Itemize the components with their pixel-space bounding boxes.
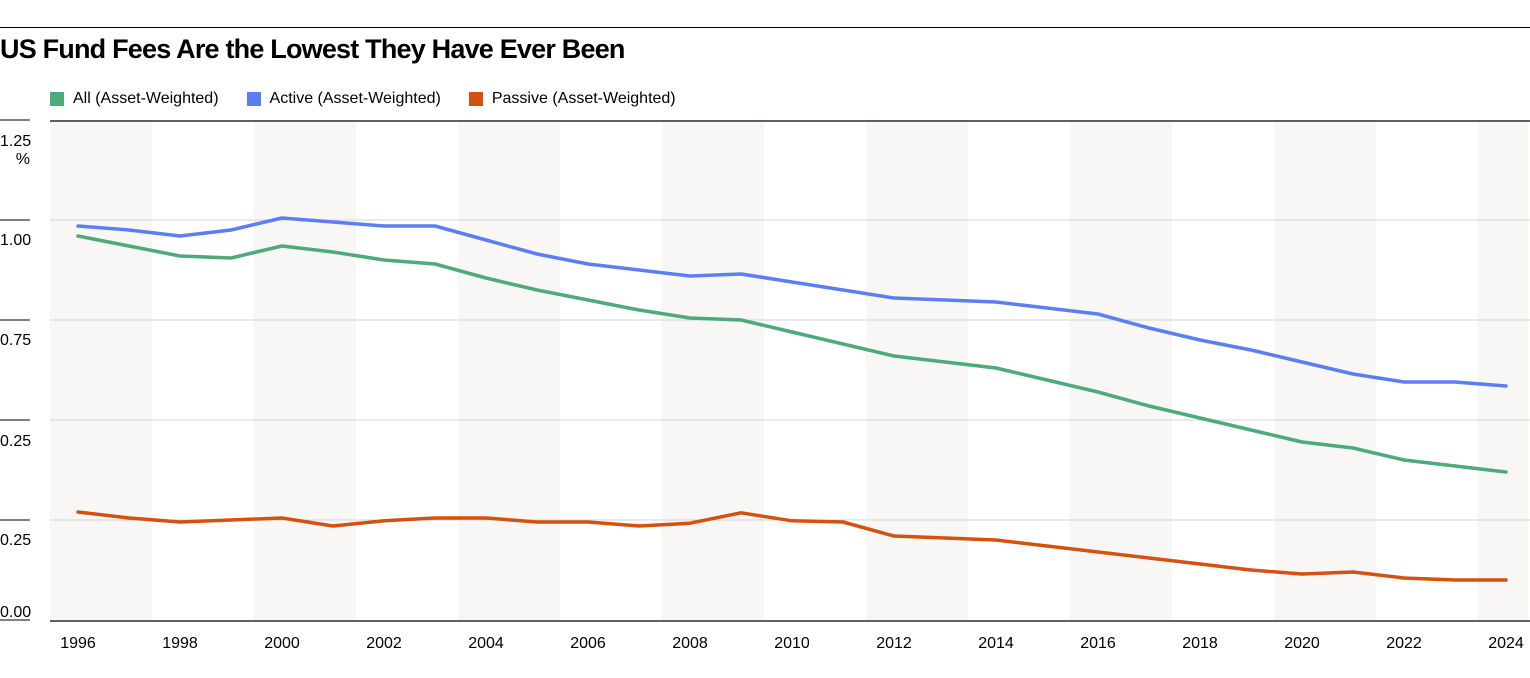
x-tick-label: 2006 [570, 635, 606, 652]
series-line-all [76, 234, 1508, 474]
x-tick-label: 2004 [468, 635, 504, 652]
series-line-passive [76, 510, 1508, 582]
x-tick-label: 1996 [60, 635, 96, 652]
background-band [1070, 122, 1172, 620]
x-tick-label: 2008 [672, 635, 708, 652]
legend-swatch-passive [468, 92, 483, 106]
x-tick-label: 2012 [876, 635, 912, 652]
y-tick-label: 0.25 [0, 433, 31, 450]
legend-label-all: All (Asset-Weighted) [73, 90, 219, 107]
legend-item-active: Active (Asset-Weighted) [246, 90, 441, 108]
background-band [458, 122, 560, 620]
background-band [1478, 122, 1528, 620]
x-tick-label: 2018 [1182, 635, 1218, 652]
x-tick-label: 2022 [1386, 635, 1422, 652]
y-tick-label: 1.00 [0, 232, 31, 249]
top-rule [0, 27, 1530, 28]
y-tick-label: 1.25 [0, 133, 31, 150]
legend-label-active: Active (Asset-Weighted) [269, 90, 441, 107]
x-tick-label: 2010 [774, 635, 810, 652]
background-band [662, 122, 764, 620]
x-tick-label: 2014 [978, 635, 1014, 652]
legend: All (Asset-Weighted) Active (Asset-Weigh… [50, 90, 704, 108]
x-tick-label: 2020 [1284, 635, 1320, 652]
chart-title: US Fund Fees Are the Lowest They Have Ev… [0, 34, 625, 64]
y-tick-label: 0.00 [0, 604, 31, 621]
background-band [254, 122, 356, 620]
y-tick-label: 0.25 [0, 532, 31, 549]
y-tick-label: 0.75 [0, 332, 31, 349]
y-unit-label: % [16, 151, 30, 168]
x-tick-label: 2002 [366, 635, 402, 652]
legend-swatch-active [246, 92, 261, 106]
background-band [50, 122, 152, 620]
legend-label-passive: Passive (Asset-Weighted) [491, 90, 676, 107]
background-band [1274, 122, 1376, 620]
legend-swatch-all [50, 92, 64, 106]
background-band [866, 122, 968, 620]
legend-item-all: All (Asset-Weighted) [50, 90, 219, 108]
x-tick-label: 2024 [1488, 635, 1524, 652]
legend-item-passive: Passive (Asset-Weighted) [468, 90, 676, 108]
x-tick-label: 2016 [1080, 635, 1116, 652]
x-tick-label: 1998 [162, 635, 198, 652]
series-line-active [76, 216, 1508, 388]
x-tick-label: 2000 [264, 635, 300, 652]
